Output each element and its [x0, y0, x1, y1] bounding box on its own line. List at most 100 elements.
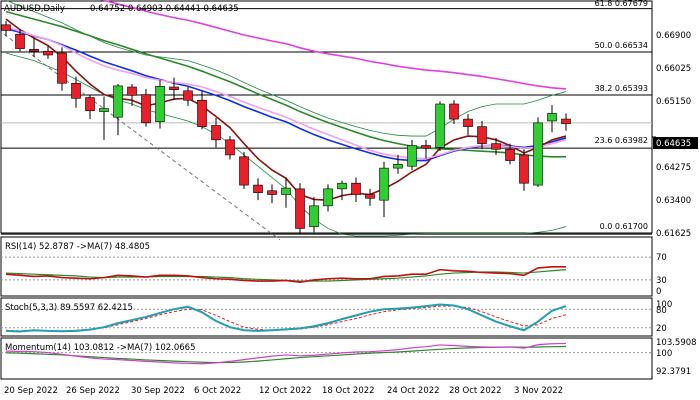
- candle-body: [533, 122, 543, 186]
- ma_pink-line: [5, 25, 567, 160]
- candle-body: [351, 182, 361, 195]
- candle-body: [15, 33, 25, 49]
- rsi-tick-70: 70: [656, 253, 667, 263]
- rsi-panel: [0, 236, 653, 297]
- candle-body: [155, 85, 165, 123]
- candle: [463, 114, 473, 136]
- momentum-label: Momentum(14) 103.0812 ->MA(7) 102.0665: [5, 343, 195, 353]
- candle: [505, 143, 515, 165]
- y-tick-5: 0.61625: [656, 229, 691, 239]
- mom-tick-high: 103.5908: [656, 338, 697, 348]
- candle-body: [421, 145, 431, 149]
- candle: [323, 184, 333, 212]
- candle: [533, 117, 543, 187]
- candle: [435, 101, 445, 152]
- candle: [561, 113, 571, 131]
- candle-body: [29, 49, 39, 52]
- date-label: 24 Oct 2022: [387, 386, 440, 396]
- fib-label-618: 61.8 0.67679: [595, 0, 648, 8]
- momentum-ma-line: [5, 345, 567, 364]
- candle-body: [477, 126, 487, 144]
- mom-tick-low: 92.3791: [656, 367, 691, 377]
- candle-body: [435, 103, 445, 148]
- date-label: 3 Nov 2022: [514, 386, 563, 396]
- momentum-line: [5, 342, 567, 365]
- candle-body: [253, 184, 263, 193]
- candle: [197, 91, 207, 130]
- date-label: 26 Sep 2022: [66, 386, 120, 396]
- ohlc-readout: 0.64752 0.64903 0.64441 0.64635: [90, 4, 239, 14]
- candle: [407, 139, 417, 170]
- candle: [309, 197, 319, 233]
- candle-body: [365, 194, 375, 199]
- candle: [113, 84, 123, 136]
- candle: [85, 94, 95, 120]
- candle: [1, 21, 11, 37]
- y-tick-0: 0.66900: [656, 31, 691, 41]
- candle-body: [141, 94, 151, 124]
- candle: [379, 161, 389, 218]
- candle: [253, 178, 263, 201]
- candle: [519, 149, 529, 191]
- candle: [183, 87, 193, 106]
- candle-body: [183, 90, 193, 101]
- candle: [477, 120, 487, 150]
- candle-body: [547, 113, 557, 122]
- ma_magenta-line: [99, 0, 567, 90]
- stoch-tick-80: 80: [656, 306, 667, 316]
- candle: [225, 136, 235, 160]
- candle: [211, 117, 221, 148]
- stoch-tick-20: 20: [656, 324, 667, 334]
- candle: [267, 184, 277, 204]
- date-label: 6 Oct 2022: [194, 386, 241, 396]
- date-label: 12 Oct 2022: [259, 386, 312, 396]
- candle-body: [71, 82, 81, 99]
- candle-body: [99, 108, 109, 112]
- stoch-k-line: [5, 303, 567, 333]
- candle-body: [197, 99, 207, 127]
- candle-body: [239, 156, 249, 186]
- fib-label-000: 0.0 0.61700: [600, 222, 648, 231]
- candle: [43, 46, 53, 59]
- candle-body: [337, 182, 347, 190]
- candle-body: [43, 50, 53, 56]
- candle-body: [1, 24, 11, 31]
- candle: [281, 177, 291, 208]
- candle-body: [309, 205, 319, 227]
- candle: [29, 38, 39, 57]
- candle: [169, 77, 179, 101]
- date-label: 30 Sep 2022: [131, 386, 185, 396]
- y-tick-1: 0.66025: [656, 64, 691, 74]
- candle-body: [113, 85, 123, 118]
- candle: [337, 180, 347, 201]
- candle-body: [127, 86, 137, 96]
- candle-body: [85, 97, 95, 112]
- candle: [71, 76, 81, 108]
- candle-body: [57, 52, 67, 84]
- fib-label-500: 50.0 0.66534: [595, 41, 648, 50]
- fib-label-382: 38.2 0.65393: [595, 84, 648, 93]
- ma_green-line: [5, 10, 566, 158]
- candle: [295, 183, 305, 235]
- date-label: 28 Oct 2022: [449, 386, 502, 396]
- candle-body: [295, 188, 305, 229]
- y-tick-4: 0.63400: [656, 196, 691, 206]
- candle: [365, 188, 375, 206]
- candle: [351, 177, 361, 203]
- last-price-label: 0.64635: [656, 139, 691, 149]
- candle: [449, 100, 459, 124]
- rsi-label: RSI(14) 52.8787 ->MA(7) 48.4805: [5, 242, 150, 252]
- stoch-tick-100: 100: [656, 300, 672, 310]
- candle-body: [407, 145, 417, 167]
- candle-body: [169, 86, 179, 90]
- candle: [491, 137, 501, 155]
- mom-tick-100: 100: [656, 349, 672, 359]
- candle-body: [211, 125, 221, 141]
- fib-label-236: 23.6 0.63982: [595, 136, 648, 145]
- candle: [57, 47, 67, 91]
- last-price-box: [653, 137, 698, 149]
- candle: [155, 80, 165, 129]
- indicator-layer: [1, 256, 652, 365]
- band-upper: [5, 0, 567, 137]
